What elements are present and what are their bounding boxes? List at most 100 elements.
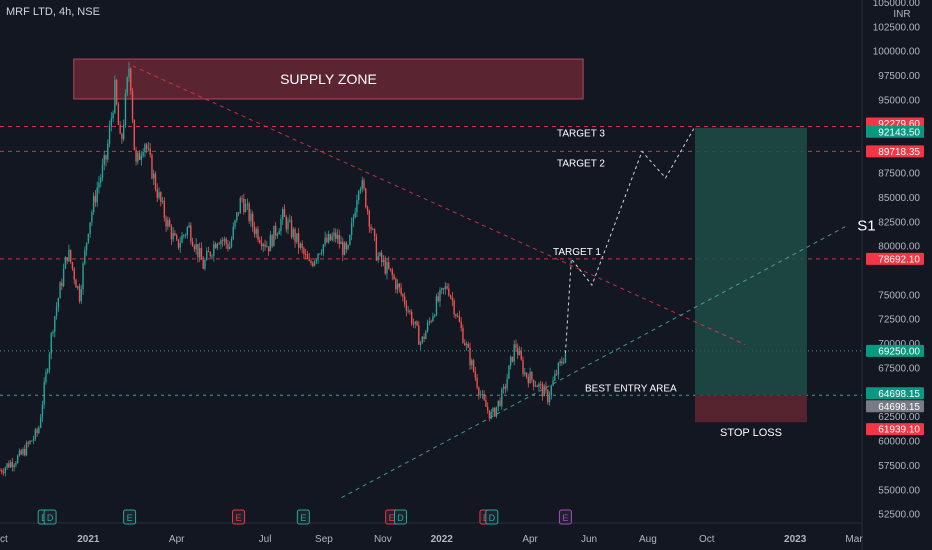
candle-body: [433, 315, 436, 317]
y-tick-label: 80000.00: [878, 242, 920, 253]
candle-body: [365, 188, 367, 208]
candle-body: [525, 372, 528, 377]
candle-body: [200, 247, 203, 260]
price-badge: [866, 252, 924, 265]
candle-body: [455, 314, 457, 317]
y-tick-label: 85000.00: [878, 193, 920, 204]
candle-body: [412, 323, 415, 325]
candle-body: [2, 472, 5, 473]
candle-body: [43, 381, 45, 405]
candle-body: [54, 316, 56, 332]
loss-zone: [695, 395, 807, 423]
candle-body: [382, 260, 385, 262]
event-marker[interactable]: D: [43, 509, 57, 525]
candle-body: [48, 354, 51, 370]
candle-body: [59, 282, 61, 299]
candle-body: [400, 287, 402, 295]
price-badge-label: 64698.15: [878, 389, 920, 400]
candle-body: [167, 219, 169, 227]
candle-body: [151, 154, 153, 179]
price-badge-label: 92279.60: [878, 119, 920, 130]
candle-body: [251, 213, 254, 227]
candle-body: [170, 226, 173, 240]
candle-body: [405, 304, 408, 311]
candle-body: [317, 253, 319, 260]
candle-body: [89, 222, 91, 234]
candle-body: [64, 257, 67, 269]
supply-zone-box: [73, 58, 584, 100]
candle-body: [531, 371, 533, 380]
candle-body: [312, 263, 314, 266]
candle-body: [176, 235, 178, 240]
candle-body: [479, 394, 482, 396]
candle-body: [474, 371, 477, 378]
candle-body: [517, 347, 519, 355]
candle-body: [156, 189, 158, 198]
profit-zone: [695, 127, 807, 396]
candle-body: [197, 244, 199, 258]
candle-body: [520, 351, 522, 360]
candle-body: [174, 232, 176, 236]
candle-body: [540, 383, 542, 385]
event-label: E: [127, 513, 133, 523]
candle-body: [160, 192, 162, 202]
candle-body: [198, 247, 201, 258]
candle-body: [370, 226, 372, 230]
candle-body: [66, 257, 68, 262]
candle-body: [133, 119, 135, 151]
candle-body: [4, 467, 7, 473]
candle-body: [39, 417, 42, 428]
candle-body: [147, 148, 150, 150]
event-marker[interactable]: E: [232, 509, 246, 525]
candle-body: [393, 275, 395, 279]
candle-body: [536, 385, 538, 387]
candle-body: [223, 238, 226, 241]
candle-body: [206, 251, 208, 260]
candle-body: [45, 372, 47, 382]
y-tick-label: 95000.00: [878, 95, 920, 106]
candle-body: [202, 259, 204, 269]
event-marker[interactable]: D: [485, 509, 499, 525]
candle-body: [421, 336, 424, 343]
event-marker[interactable]: E: [296, 509, 310, 525]
candle-body: [472, 360, 475, 372]
candle-body: [15, 462, 17, 466]
candle-body: [85, 242, 88, 251]
event-marker[interactable]: E: [123, 509, 137, 525]
projection-path: [564, 126, 696, 354]
target3-label: TARGET 3: [557, 128, 605, 139]
candle-body: [471, 360, 473, 366]
event-marker[interactable]: D: [394, 509, 408, 525]
candle-body: [446, 286, 448, 289]
candle-body: [442, 288, 445, 290]
candle-body: [518, 351, 521, 355]
candle-body: [430, 321, 432, 322]
candle-body: [18, 450, 21, 456]
candle-body: [184, 234, 187, 236]
y-tick-label: 100000.00: [873, 47, 921, 58]
y-tick-label: 60000.00: [878, 437, 920, 448]
candle-body: [375, 236, 378, 261]
s1-label: S1: [857, 218, 875, 235]
candle-body: [513, 344, 515, 362]
event-icon: [558, 509, 572, 525]
candle-body: [398, 283, 401, 288]
candle-body: [320, 252, 323, 254]
candle-body: [347, 244, 349, 250]
target1-label: TARGET 1: [553, 247, 601, 258]
candle-body: [562, 362, 565, 364]
candle-body: [391, 269, 393, 276]
candle-body: [283, 208, 286, 217]
candle-body: [41, 404, 44, 418]
candle-body: [342, 241, 344, 256]
x-tick-label: Aug: [639, 534, 657, 545]
y-tick-label: 75000.00: [878, 290, 920, 301]
candle-body: [508, 365, 510, 379]
candle-body: [354, 212, 356, 218]
candle-body: [467, 343, 469, 348]
candle-body: [144, 144, 146, 152]
candle-body: [501, 389, 503, 406]
event-marker[interactable]: E: [558, 509, 572, 525]
candle-body: [1, 470, 3, 473]
